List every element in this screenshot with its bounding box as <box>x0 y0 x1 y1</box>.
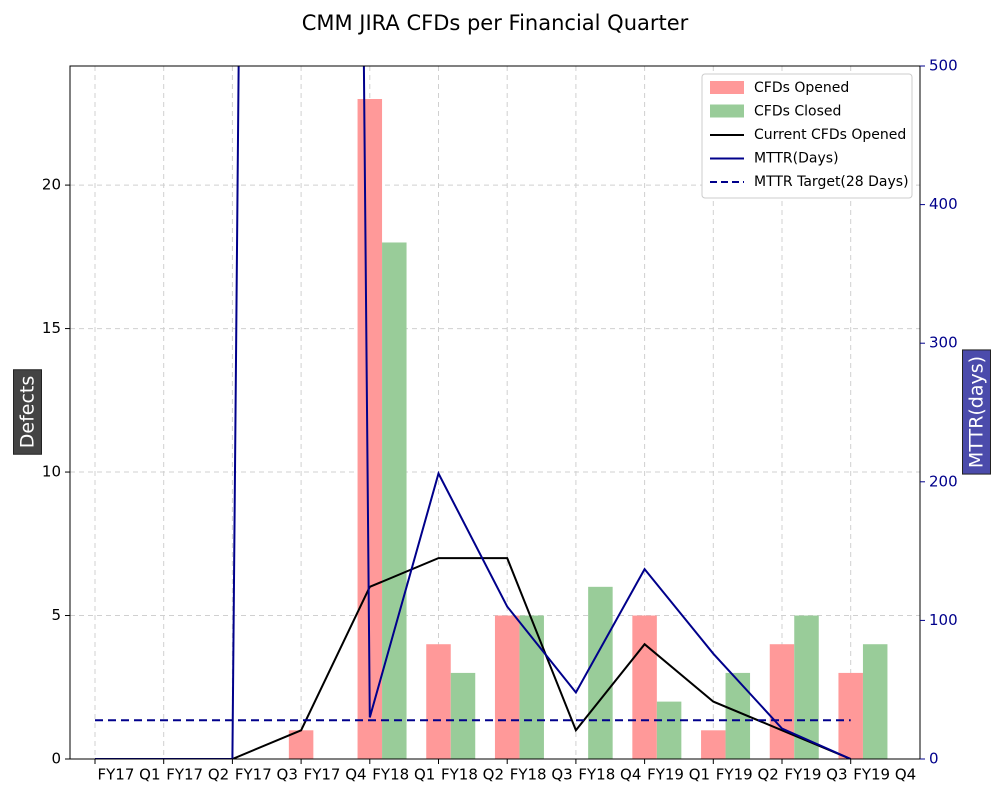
bar <box>588 586 613 759</box>
bar <box>288 730 314 759</box>
x-tick-label: FY19 Q4 <box>853 766 916 784</box>
y-tick-label: 0 <box>51 750 61 768</box>
y2-axis-label: MTTR(days) <box>966 356 988 468</box>
bar <box>862 644 888 759</box>
x-tick-label: FY17 Q3 <box>235 766 298 784</box>
ticks: FY17 Q1 FY17 Q2 FY17 Q3 FY17 Q4 FY18 Q1 FY18 … <box>42 57 958 784</box>
bar <box>494 615 520 759</box>
x-tick-label: FY18 Q1 <box>372 766 435 784</box>
y-axis-label: Defects <box>17 376 39 449</box>
legend-label: Current CFDs Opened <box>754 127 906 143</box>
x-tick-label: FY19 Q2 <box>716 766 779 784</box>
bar <box>426 644 451 759</box>
legend-box <box>701 73 913 199</box>
line <box>95 66 852 759</box>
y2-tick-label: 300 <box>929 334 958 352</box>
x-tick-label: FY18 Q4 <box>578 766 641 784</box>
legend: CFDs Opened CFDs Closed Current CFDs Opene… <box>701 73 913 199</box>
bar <box>656 701 682 759</box>
y2-tick-label: 500 <box>929 57 958 75</box>
y-tick-label: 5 <box>51 606 61 624</box>
legend-label: MTTR(Days) <box>754 151 839 167</box>
y2-tick-label: 200 <box>929 472 958 490</box>
bar <box>838 672 863 759</box>
y-label-group: Defects <box>13 369 42 455</box>
y2-label-box <box>962 349 991 475</box>
bar <box>701 730 726 759</box>
legend-swatch <box>710 104 744 118</box>
y2-tick-label: 400 <box>929 195 958 213</box>
y2-tick-label: 0 <box>929 750 939 768</box>
line <box>95 557 852 759</box>
bar <box>450 672 476 759</box>
y-tick-label: 15 <box>42 319 61 337</box>
bar <box>769 644 795 759</box>
x-tick-label: FY17 Q1 <box>98 766 161 784</box>
y-tick-label: 20 <box>42 176 61 194</box>
legend-label: MTTR Target(28 Days) <box>754 174 909 190</box>
y-label-box <box>13 369 42 455</box>
legend-label: CFDs Opened <box>754 80 849 96</box>
legend-swatch <box>710 81 744 94</box>
x-tick-label: FY19 Q3 <box>785 766 848 784</box>
x-tick-label: FY18 Q3 <box>510 766 573 784</box>
chart-title: CMM JIRA CFDs per Financial Quarter <box>302 11 689 35</box>
y2-label-group: MTTR(days) <box>962 349 991 475</box>
x-tick-label: FY17 Q2 <box>166 766 229 784</box>
y-tick-label: 10 <box>42 463 61 481</box>
plot-area <box>95 66 888 759</box>
bar <box>632 615 657 759</box>
plot-frame <box>69 65 921 760</box>
y2-tick-label: 100 <box>929 611 958 629</box>
x-tick-label: FY18 Q2 <box>441 766 504 784</box>
x-tick-label: FY17 Q4 <box>304 766 367 784</box>
bar <box>382 242 407 759</box>
legend-label: CFDs Closed <box>754 104 841 120</box>
x-tick-label: FY19 Q1 <box>647 766 710 784</box>
